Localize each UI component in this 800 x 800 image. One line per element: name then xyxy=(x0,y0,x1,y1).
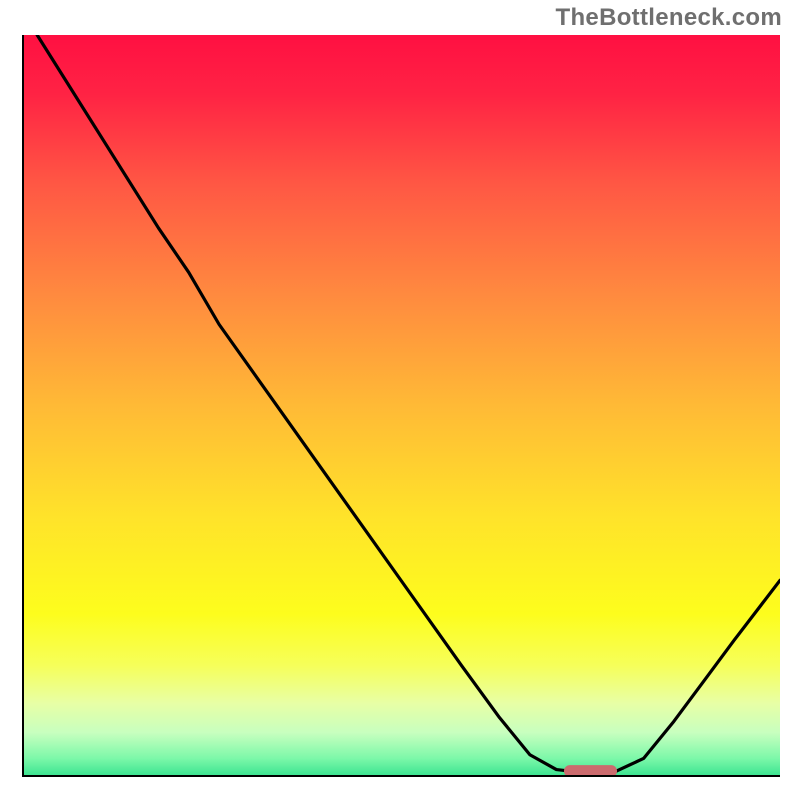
bottleneck-chart xyxy=(22,35,780,777)
watermark-text: TheBottleneck.com xyxy=(556,4,782,32)
image-root: TheBottleneck.com xyxy=(0,0,800,800)
chart-background xyxy=(22,35,780,777)
